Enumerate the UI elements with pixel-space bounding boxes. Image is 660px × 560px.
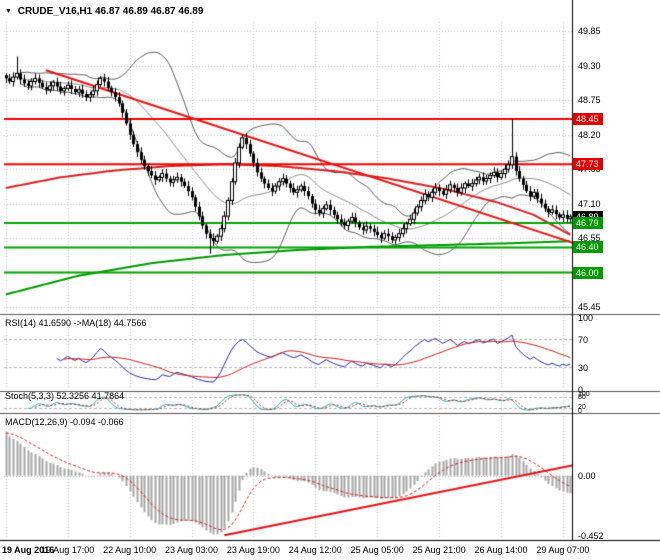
chart-title-bar: ▼ CRUDE_V16,H1 46.87 46.89 46.87 46.89 bbox=[5, 6, 203, 17]
rsi-axis-label: 70 bbox=[578, 334, 589, 345]
macd-axis-label: 0.00 bbox=[578, 470, 596, 481]
rsi-axis-label: 100 bbox=[578, 313, 594, 323]
price-axis-label: 48.20 bbox=[578, 129, 601, 140]
rsi-axis-label: 0 bbox=[578, 385, 584, 395]
price-level-tag: 47.73 bbox=[573, 158, 603, 171]
time-axis-label: 19 Aug 2016 bbox=[2, 545, 55, 555]
time-axis-label: 23 Aug 19:00 bbox=[226, 545, 280, 555]
chart-ohlc-values: 46.87 46.89 46.87 46.89 bbox=[94, 6, 204, 17]
price-axis-label: 46.55 bbox=[578, 233, 601, 244]
chart-symbol-timeframe: CRUDE_V16,H1 bbox=[17, 6, 93, 17]
rsi-axis-label: 30 bbox=[578, 363, 589, 374]
stoch-axis-label: 0 bbox=[578, 407, 582, 415]
stoch-axis-label: 20 bbox=[578, 404, 586, 412]
symbol-dropdown-icon[interactable]: ▼ bbox=[5, 8, 12, 15]
price-axis-label: 45.45 bbox=[578, 301, 601, 312]
price-level-tag: 46.79 bbox=[573, 217, 603, 230]
macd-axis-label: -0.452 bbox=[578, 530, 604, 541]
price-axis-label: 49.85 bbox=[578, 26, 601, 37]
time-axis-label: 23 Aug 03:00 bbox=[164, 545, 219, 555]
price-axis-label: 49.30 bbox=[578, 60, 601, 71]
price-level-tag: 46.00 bbox=[573, 266, 603, 279]
rsi-indicator-label: RSI(14) 41.6590 ->MA(18) 44.7566 bbox=[5, 318, 147, 328]
price-level-tag: 48.45 bbox=[573, 113, 603, 126]
time-axis-label: 26 Aug 14:00 bbox=[474, 545, 528, 555]
time-axis-label: 25 Aug 21:00 bbox=[412, 545, 466, 555]
stoch-axis-label: 100 bbox=[578, 390, 590, 398]
time-axis-label: 24 Aug 12:00 bbox=[288, 545, 342, 555]
price-level-tag: 46.40 bbox=[573, 241, 603, 254]
time-axis-label: 19 Aug 17:00 bbox=[41, 545, 95, 555]
time-axis-label: 29 Aug 07:00 bbox=[536, 545, 590, 555]
price-axis-label: 47.10 bbox=[578, 198, 601, 209]
stoch-indicator-label: Stoch(5,3,3) 52.3256 41.7864 bbox=[5, 391, 125, 401]
time-axis-label: 22 Aug 10:00 bbox=[103, 545, 157, 555]
macd-indicator-label: MACD(12,26,9) -0.094 -0.066 bbox=[5, 417, 124, 427]
time-axis-label: 25 Aug 05:00 bbox=[350, 545, 404, 555]
price-axis-label: 48.75 bbox=[578, 95, 601, 106]
stoch-axis-label: 80 bbox=[578, 393, 586, 401]
